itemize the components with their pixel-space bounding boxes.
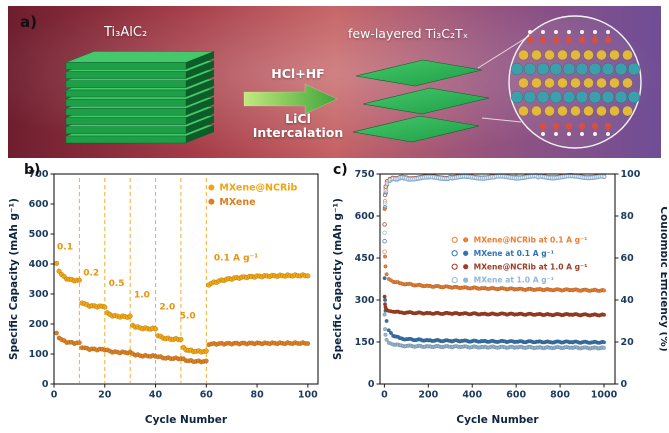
atomic-structure-model: [508, 15, 642, 149]
y-tick-label: 0: [42, 379, 49, 390]
legend-filled-marker: [463, 277, 469, 283]
plot-frame: [53, 173, 319, 385]
legend-label: MXene@NCRib at 0.1 A g⁻¹: [474, 235, 588, 244]
y-tick-label: 600: [355, 211, 375, 222]
legend-label: MXene: [219, 197, 255, 208]
x-tick-label: 100: [298, 390, 318, 401]
legend-filled-marker: [463, 250, 469, 256]
cycling-stability-chart: 0 200 400 600 800 100001503004506007500204060…: [332, 169, 667, 426]
y2-tick-label: 40: [621, 295, 635, 306]
axes: 0 20 40 60 80 100 0 100 200 300 400 500 600 700 Cycle …: [8, 169, 319, 426]
x-tick-label: 600: [506, 390, 526, 401]
legend: MXene@NCRib MXene: [208, 183, 298, 208]
y2-tick-label: 100: [621, 169, 641, 180]
y-tick-label: 200: [29, 319, 49, 330]
schematic-canvas: [8, 6, 661, 158]
panel-a-label: a): [20, 13, 37, 31]
rate-annotation: 2.0: [159, 303, 175, 313]
series: [382, 276, 607, 345]
y-tick-label: 300: [29, 289, 49, 300]
y2-tick-label: 80: [621, 211, 635, 222]
series: [382, 294, 607, 318]
x-tick-label: 1000: [591, 390, 618, 401]
rate-capability-chart: 0 20 40 60 80 100 0 100 200 300 400 500 600 700 Cycle …: [8, 169, 319, 426]
rate-annotation: 0.1: [57, 243, 73, 253]
capacity-series: [53, 260, 311, 365]
legend-filled-marker: [208, 184, 215, 191]
ce-series: [382, 173, 607, 235]
y2-tick-label: 0: [621, 379, 628, 390]
max-phase-label: Ti₃AlC₂: [104, 25, 148, 40]
zoom-connector-bottom: [481, 117, 522, 123]
rate-annotation: 1.0: [134, 291, 150, 301]
reaction-arrow: [243, 83, 338, 115]
y-tick-label: 700: [29, 169, 49, 180]
x-tick-label: 0: [51, 390, 58, 401]
y-tick-label: 500: [29, 229, 49, 240]
capacity-series: [382, 206, 607, 351]
y2-tick-label: 20: [621, 337, 635, 348]
x-tick-label: 400: [462, 390, 482, 401]
synthesis-schematic-panel: Ti₃AlC₂ HCl+HF LiCl Intercalation few-la…: [8, 6, 661, 158]
x-tick-label: 800: [550, 390, 570, 401]
x-tick-label: 20: [98, 390, 112, 401]
rate-annotation: 0.5: [109, 279, 125, 289]
x-tick-label: 40: [149, 390, 163, 401]
legend-open-marker: [451, 263, 458, 270]
y-tick-label: 450: [355, 253, 375, 264]
ce-series: [382, 173, 607, 244]
legend-open-marker: [451, 250, 458, 257]
y-tick-label: 750: [355, 169, 375, 180]
y-tick-label: 0: [368, 379, 375, 390]
x-axis-label: Cycle Number: [145, 414, 228, 426]
rate-annotation: 0.1 A g⁻¹: [214, 253, 258, 263]
x-tick-label: 60: [200, 390, 214, 401]
legend-label: MXene@NCRib: [219, 183, 297, 194]
legend-label: MXene at 1.0 A g⁻¹: [474, 276, 554, 285]
y-tick-label: 300: [355, 295, 375, 306]
intercalation-label: LiCl Intercalation: [234, 112, 362, 140]
y-tick-label: 150: [355, 337, 375, 348]
x-tick-label: 0: [381, 390, 388, 401]
y-tick-label: 400: [29, 259, 49, 270]
zoom-connector-top: [477, 35, 530, 69]
x-tick-label: 200: [418, 390, 438, 401]
plot-frame: [379, 173, 616, 385]
legend-filled-marker: [208, 198, 215, 205]
ce-series: [382, 173, 607, 227]
rate-annotation: 0.2: [83, 268, 99, 278]
intercalant-line2: Intercalation: [252, 125, 344, 140]
mxene-sheets: [352, 59, 490, 143]
y-tick-label: 100: [29, 349, 49, 360]
y-axis-label: Specific Capacity (mAh g⁻¹): [8, 198, 20, 360]
series: [54, 330, 311, 365]
axes: 0 200 400 600 800 100001503004506007500204060…: [332, 169, 667, 426]
y-axis-label: Specific Capacity (mAh g⁻¹): [332, 198, 344, 360]
series: [53, 260, 311, 355]
y2-tick-label: 60: [621, 253, 635, 264]
series: [382, 206, 607, 293]
etchant-label: HCl+HF: [271, 66, 325, 81]
y2-axis-label: Coulombic Efficiency (%): [658, 206, 667, 351]
x-tick-label: 80: [250, 390, 264, 401]
x-axis-label: Cycle Number: [456, 414, 539, 426]
y-tick-label: 600: [29, 199, 49, 210]
legend-open-marker: [451, 236, 458, 243]
legend-label: MXene@NCRib at 1.0 A g⁻¹: [474, 262, 588, 271]
max-phase-stack: [65, 51, 215, 144]
rate-annotation: 5.0: [180, 312, 196, 322]
legend: MXene@NCRib at 0.1 A g⁻¹ MXene at 0.1 A g…: [451, 235, 588, 285]
legend-filled-marker: [463, 264, 469, 270]
product-label: few-layered Ti₃C₂Tₓ: [348, 26, 469, 41]
legend-filled-marker: [463, 237, 469, 243]
legend-label: MXene at 0.1 A g⁻¹: [474, 249, 554, 258]
legend-open-marker: [451, 277, 458, 284]
panel-c-label: c): [333, 162, 348, 178]
intercalant-line1: LiCl: [285, 111, 311, 126]
series: [382, 312, 607, 351]
panel-b-label: b): [24, 162, 41, 178]
